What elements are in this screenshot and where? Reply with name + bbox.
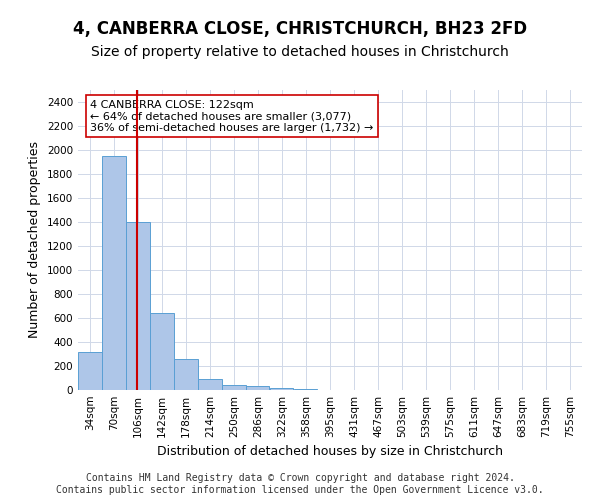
Text: 4, CANBERRA CLOSE, CHRISTCHURCH, BH23 2FD: 4, CANBERRA CLOSE, CHRISTCHURCH, BH23 2F… (73, 20, 527, 38)
X-axis label: Distribution of detached houses by size in Christchurch: Distribution of detached houses by size … (157, 446, 503, 458)
Bar (222, 384, 245, 390)
Bar (198, 378, 221, 390)
Bar (246, 386, 269, 390)
Text: Size of property relative to detached houses in Christchurch: Size of property relative to detached ho… (91, 45, 509, 59)
Y-axis label: Number of detached properties: Number of detached properties (28, 142, 41, 338)
Bar (150, 313, 173, 390)
Text: Contains HM Land Registry data © Crown copyright and database right 2024.
Contai: Contains HM Land Registry data © Crown c… (56, 474, 544, 495)
Text: 4 CANBERRA CLOSE: 122sqm
← 64% of detached houses are smaller (3,077)
36% of sem: 4 CANBERRA CLOSE: 122sqm ← 64% of detach… (90, 100, 373, 133)
Bar (126, 222, 149, 390)
Bar (78, 352, 102, 390)
Bar (102, 156, 125, 390)
Bar (174, 359, 197, 390)
Bar (294, 389, 317, 390)
Bar (270, 388, 293, 390)
